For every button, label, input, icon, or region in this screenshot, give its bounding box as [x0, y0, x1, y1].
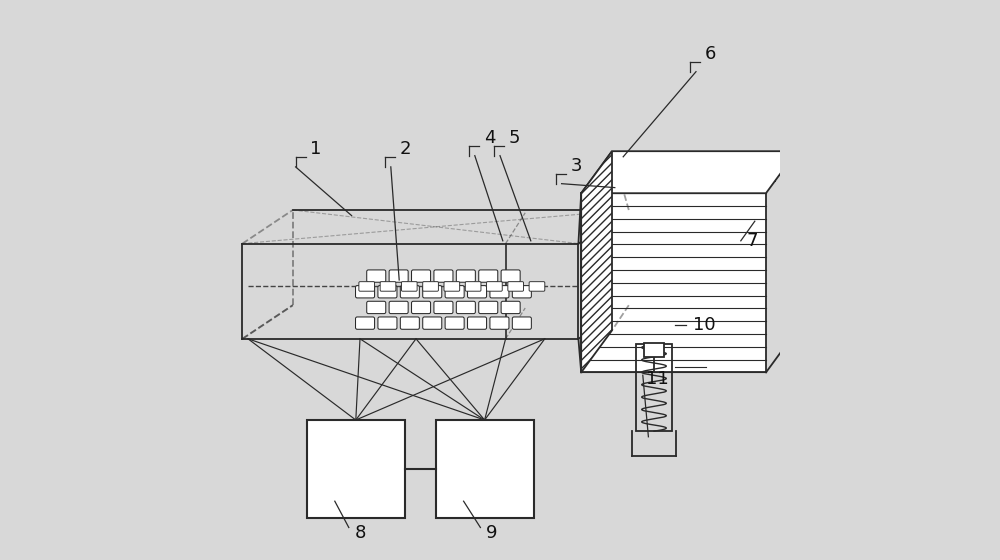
FancyBboxPatch shape — [465, 282, 481, 291]
Text: 6: 6 — [705, 45, 716, 63]
FancyBboxPatch shape — [444, 282, 460, 291]
Text: 1: 1 — [310, 140, 322, 158]
FancyBboxPatch shape — [501, 301, 520, 314]
Bar — [636, 344, 672, 431]
FancyBboxPatch shape — [412, 270, 431, 282]
FancyBboxPatch shape — [356, 317, 375, 329]
FancyBboxPatch shape — [389, 301, 408, 314]
FancyBboxPatch shape — [490, 317, 509, 329]
Text: 10: 10 — [693, 316, 716, 334]
Text: 3: 3 — [571, 157, 582, 175]
FancyBboxPatch shape — [501, 270, 520, 282]
Bar — [581, 193, 766, 372]
FancyBboxPatch shape — [468, 286, 487, 298]
Polygon shape — [581, 151, 612, 372]
FancyBboxPatch shape — [359, 282, 375, 291]
Text: 11: 11 — [646, 370, 668, 388]
Bar — [436, 420, 534, 518]
FancyBboxPatch shape — [445, 317, 464, 329]
FancyBboxPatch shape — [423, 282, 438, 291]
Text: 9: 9 — [486, 524, 498, 542]
FancyBboxPatch shape — [445, 286, 464, 298]
FancyBboxPatch shape — [367, 301, 386, 314]
FancyBboxPatch shape — [400, 317, 419, 329]
FancyBboxPatch shape — [479, 270, 498, 282]
FancyBboxPatch shape — [512, 286, 531, 298]
FancyBboxPatch shape — [356, 286, 375, 298]
FancyBboxPatch shape — [389, 270, 408, 282]
Polygon shape — [581, 151, 797, 193]
FancyBboxPatch shape — [529, 282, 545, 291]
FancyBboxPatch shape — [456, 270, 475, 282]
FancyBboxPatch shape — [401, 282, 417, 291]
Text: 4: 4 — [484, 129, 495, 147]
FancyBboxPatch shape — [434, 301, 453, 314]
FancyBboxPatch shape — [479, 301, 498, 314]
Text: 8: 8 — [354, 524, 366, 542]
FancyBboxPatch shape — [512, 317, 531, 329]
FancyBboxPatch shape — [367, 270, 386, 282]
FancyBboxPatch shape — [468, 317, 487, 329]
Text: 2: 2 — [400, 140, 411, 158]
FancyBboxPatch shape — [434, 270, 453, 282]
FancyBboxPatch shape — [412, 301, 431, 314]
Bar — [307, 420, 405, 518]
FancyBboxPatch shape — [378, 286, 397, 298]
Text: 5: 5 — [509, 129, 520, 147]
FancyBboxPatch shape — [423, 317, 442, 329]
FancyBboxPatch shape — [490, 286, 509, 298]
FancyBboxPatch shape — [456, 301, 475, 314]
Text: 7: 7 — [746, 232, 758, 250]
FancyBboxPatch shape — [378, 317, 397, 329]
FancyBboxPatch shape — [400, 286, 419, 298]
FancyBboxPatch shape — [487, 282, 502, 291]
FancyBboxPatch shape — [508, 282, 524, 291]
FancyBboxPatch shape — [380, 282, 396, 291]
Bar — [644, 343, 664, 357]
FancyBboxPatch shape — [423, 286, 442, 298]
